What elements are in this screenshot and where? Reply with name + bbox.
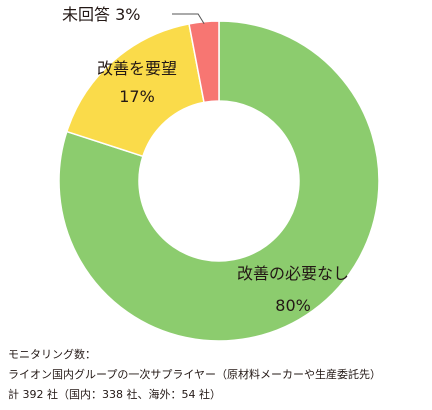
slice-improvement-requested [65,22,205,158]
slice-label-no-improvement-needed: 改善の必要なし [237,264,349,283]
slice-value-improvement-requested: 17% [119,87,155,106]
slice-no-answer [188,20,220,104]
notes-line-monitoring-count: モニタリング数： [8,348,96,361]
leader-line-no-answer [172,13,205,24]
donut-chart-svg: 改善の必要なし 80% 改善を要望 17% 未回答 3% [58,5,380,342]
slice-value-no-improvement-needed: 80% [275,296,311,315]
donut-chart: 改善の必要なし 80% 改善を要望 17% 未回答 3% [58,5,380,342]
chart-notes: モニタリング数： ライオン国内グループの一次サプライヤー（原材料メーカーや生産委… [8,345,428,405]
notes-line-supplier-scope: ライオン国内グループの一次サプライヤー（原材料メーカーや生産委託先） [8,368,382,381]
slice-label-improvement-requested: 改善を要望 [97,59,177,78]
slice-label-no-answer: 未回答 3% [62,5,140,24]
slice-no-improvement-needed [58,20,380,342]
notes-line-total-count: 計 392 社（国内：338 社、海外：54 社） [8,388,221,401]
